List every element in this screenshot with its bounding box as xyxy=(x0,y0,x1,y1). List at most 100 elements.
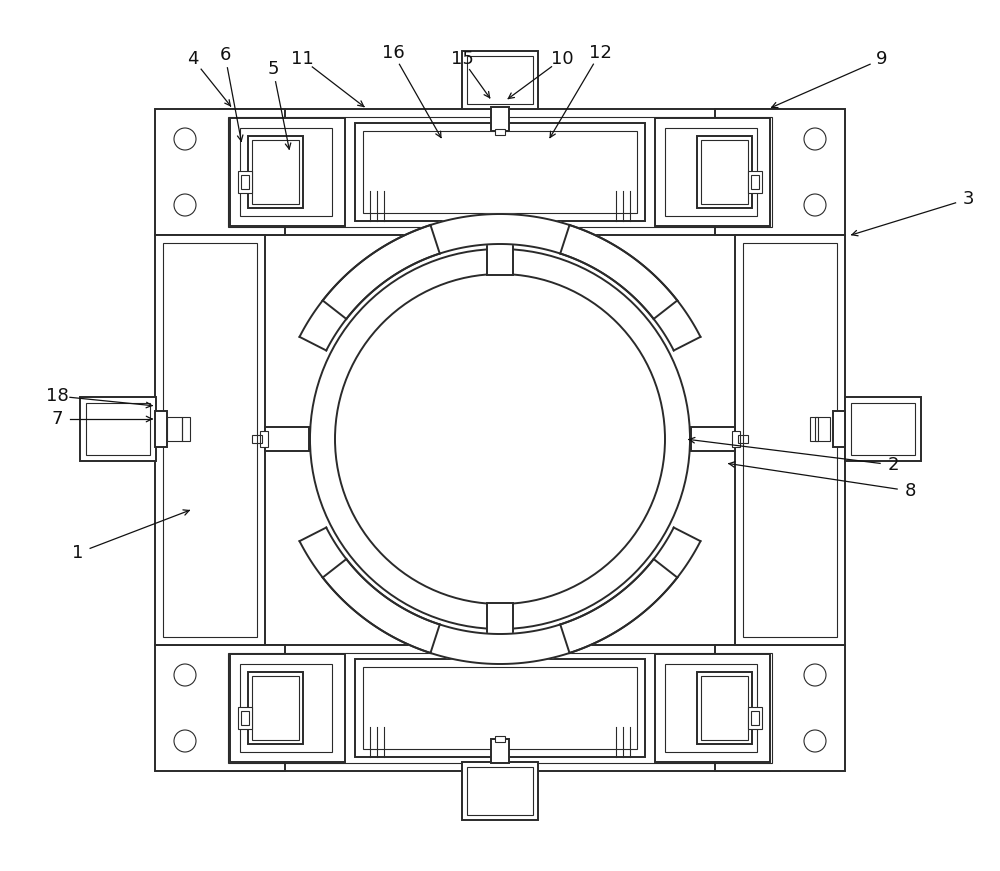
Polygon shape xyxy=(560,528,700,653)
Bar xyxy=(715,645,845,771)
Polygon shape xyxy=(300,528,440,653)
Bar xyxy=(252,676,299,740)
Text: 4: 4 xyxy=(187,50,199,68)
Bar xyxy=(810,417,818,441)
Bar xyxy=(228,653,772,763)
Bar xyxy=(748,171,762,193)
Text: 18: 18 xyxy=(46,387,68,405)
Text: 3: 3 xyxy=(962,190,974,208)
Bar xyxy=(833,411,845,447)
Bar xyxy=(167,417,182,441)
Bar xyxy=(238,707,252,729)
Polygon shape xyxy=(300,225,440,350)
Bar xyxy=(743,243,837,637)
Circle shape xyxy=(310,249,690,629)
Circle shape xyxy=(734,194,756,216)
Bar xyxy=(86,403,150,455)
Text: 10: 10 xyxy=(551,50,573,68)
Polygon shape xyxy=(323,559,677,664)
Bar xyxy=(230,654,345,762)
Circle shape xyxy=(804,128,826,150)
Bar xyxy=(80,397,156,461)
Bar xyxy=(155,411,167,447)
Circle shape xyxy=(244,128,266,150)
Bar xyxy=(240,664,332,752)
Circle shape xyxy=(734,664,756,686)
Polygon shape xyxy=(323,214,677,319)
Circle shape xyxy=(804,664,826,686)
Circle shape xyxy=(174,664,196,686)
Text: 7: 7 xyxy=(51,410,63,428)
Bar xyxy=(228,117,772,227)
Text: 9: 9 xyxy=(876,50,888,68)
Bar xyxy=(462,51,538,109)
Bar xyxy=(701,140,748,204)
Bar xyxy=(252,435,262,443)
Text: 11: 11 xyxy=(291,50,313,68)
Bar xyxy=(665,128,757,216)
Bar xyxy=(815,417,830,441)
Bar xyxy=(467,56,533,104)
Circle shape xyxy=(804,730,826,752)
Bar xyxy=(495,129,505,135)
Bar xyxy=(491,227,509,237)
Bar xyxy=(691,427,735,451)
Bar xyxy=(715,109,845,235)
Circle shape xyxy=(244,664,266,686)
Bar xyxy=(241,711,249,725)
Bar xyxy=(240,128,332,216)
Bar xyxy=(238,171,252,193)
Bar xyxy=(230,118,345,226)
Bar xyxy=(845,397,921,461)
Bar xyxy=(248,672,303,744)
Bar xyxy=(355,123,645,221)
Circle shape xyxy=(244,194,266,216)
Bar xyxy=(182,417,190,441)
Bar xyxy=(363,131,637,213)
Circle shape xyxy=(174,194,196,216)
Bar xyxy=(248,136,303,208)
Bar xyxy=(738,435,748,443)
Bar xyxy=(220,109,780,235)
Circle shape xyxy=(335,274,665,604)
Text: 15: 15 xyxy=(451,50,473,68)
Bar xyxy=(265,427,309,451)
Text: 12: 12 xyxy=(589,44,611,62)
Bar xyxy=(252,140,299,204)
Bar xyxy=(155,235,265,645)
Bar xyxy=(155,645,285,771)
Bar xyxy=(491,637,509,647)
Bar xyxy=(735,235,845,645)
Bar xyxy=(751,175,759,189)
Bar xyxy=(491,739,509,763)
Polygon shape xyxy=(560,225,700,350)
Circle shape xyxy=(174,128,196,150)
Bar xyxy=(495,736,505,742)
Text: 16: 16 xyxy=(382,44,404,62)
Bar xyxy=(655,118,770,226)
Circle shape xyxy=(734,128,756,150)
Bar xyxy=(751,711,759,725)
Circle shape xyxy=(804,194,826,216)
Bar xyxy=(487,233,513,275)
Bar xyxy=(260,431,268,447)
Text: 2: 2 xyxy=(887,456,899,474)
Circle shape xyxy=(174,730,196,752)
Bar xyxy=(655,654,770,762)
Text: 1: 1 xyxy=(72,544,84,562)
Text: 5: 5 xyxy=(267,60,279,78)
Bar xyxy=(487,603,513,645)
Text: 8: 8 xyxy=(904,482,916,500)
Bar xyxy=(748,707,762,729)
Bar xyxy=(491,107,509,131)
Bar xyxy=(665,664,757,752)
Bar xyxy=(220,645,780,771)
Bar xyxy=(467,767,533,815)
Bar xyxy=(363,667,637,749)
Text: 6: 6 xyxy=(219,46,231,64)
Bar xyxy=(697,672,752,744)
Bar xyxy=(732,431,740,447)
Bar xyxy=(851,403,915,455)
Bar xyxy=(241,175,249,189)
Bar xyxy=(697,136,752,208)
